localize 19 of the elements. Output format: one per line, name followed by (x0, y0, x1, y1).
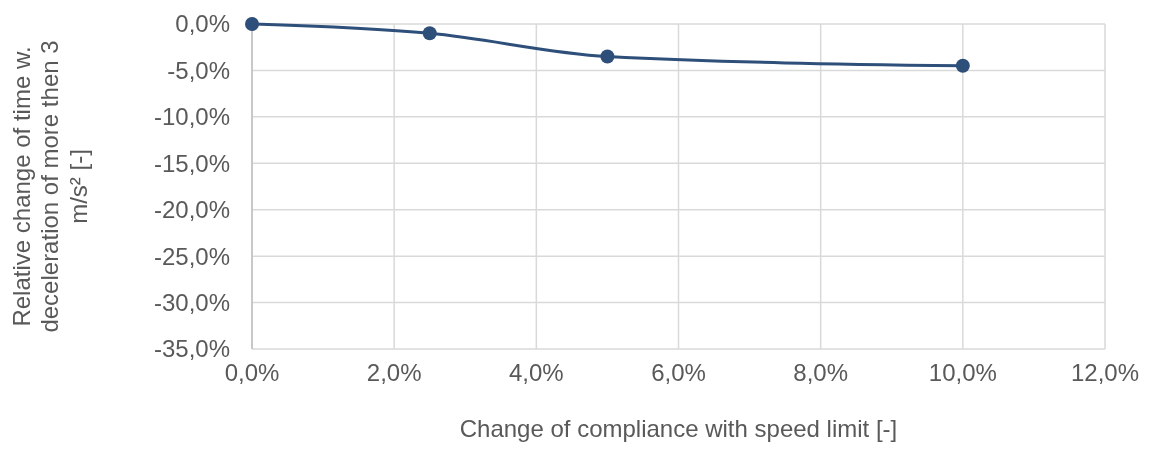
x-axis-title: Change of compliance with speed limit [-] (459, 415, 898, 442)
y-tick-label: 0,0% (175, 10, 230, 38)
point (600, 49, 615, 64)
x-tick-label: 4,0% (508, 359, 564, 386)
y-axis-title: Relative change of time w. deceleration of more then 3 m/s² [-] (7, 40, 93, 333)
point (422, 26, 437, 41)
x-tick-label: 6,0% (651, 359, 706, 386)
point (245, 17, 259, 31)
y-tick-label: -5,0% (167, 56, 230, 84)
point (955, 58, 970, 73)
y-tick-label: -10,0% (153, 103, 230, 131)
y-tick-label: -25,0% (153, 242, 230, 270)
x-tick-label: 10,0% (928, 359, 997, 386)
x-tick-label: 8,0% (793, 359, 849, 386)
y-tick-label: -30,0% (153, 288, 230, 316)
x-tick-label: 12,0% (1070, 359, 1140, 386)
y-tick-label: -15,0% (153, 149, 230, 177)
x-tick-label: 2,0% (366, 359, 422, 386)
y-tick-label: -20,0% (153, 196, 230, 224)
